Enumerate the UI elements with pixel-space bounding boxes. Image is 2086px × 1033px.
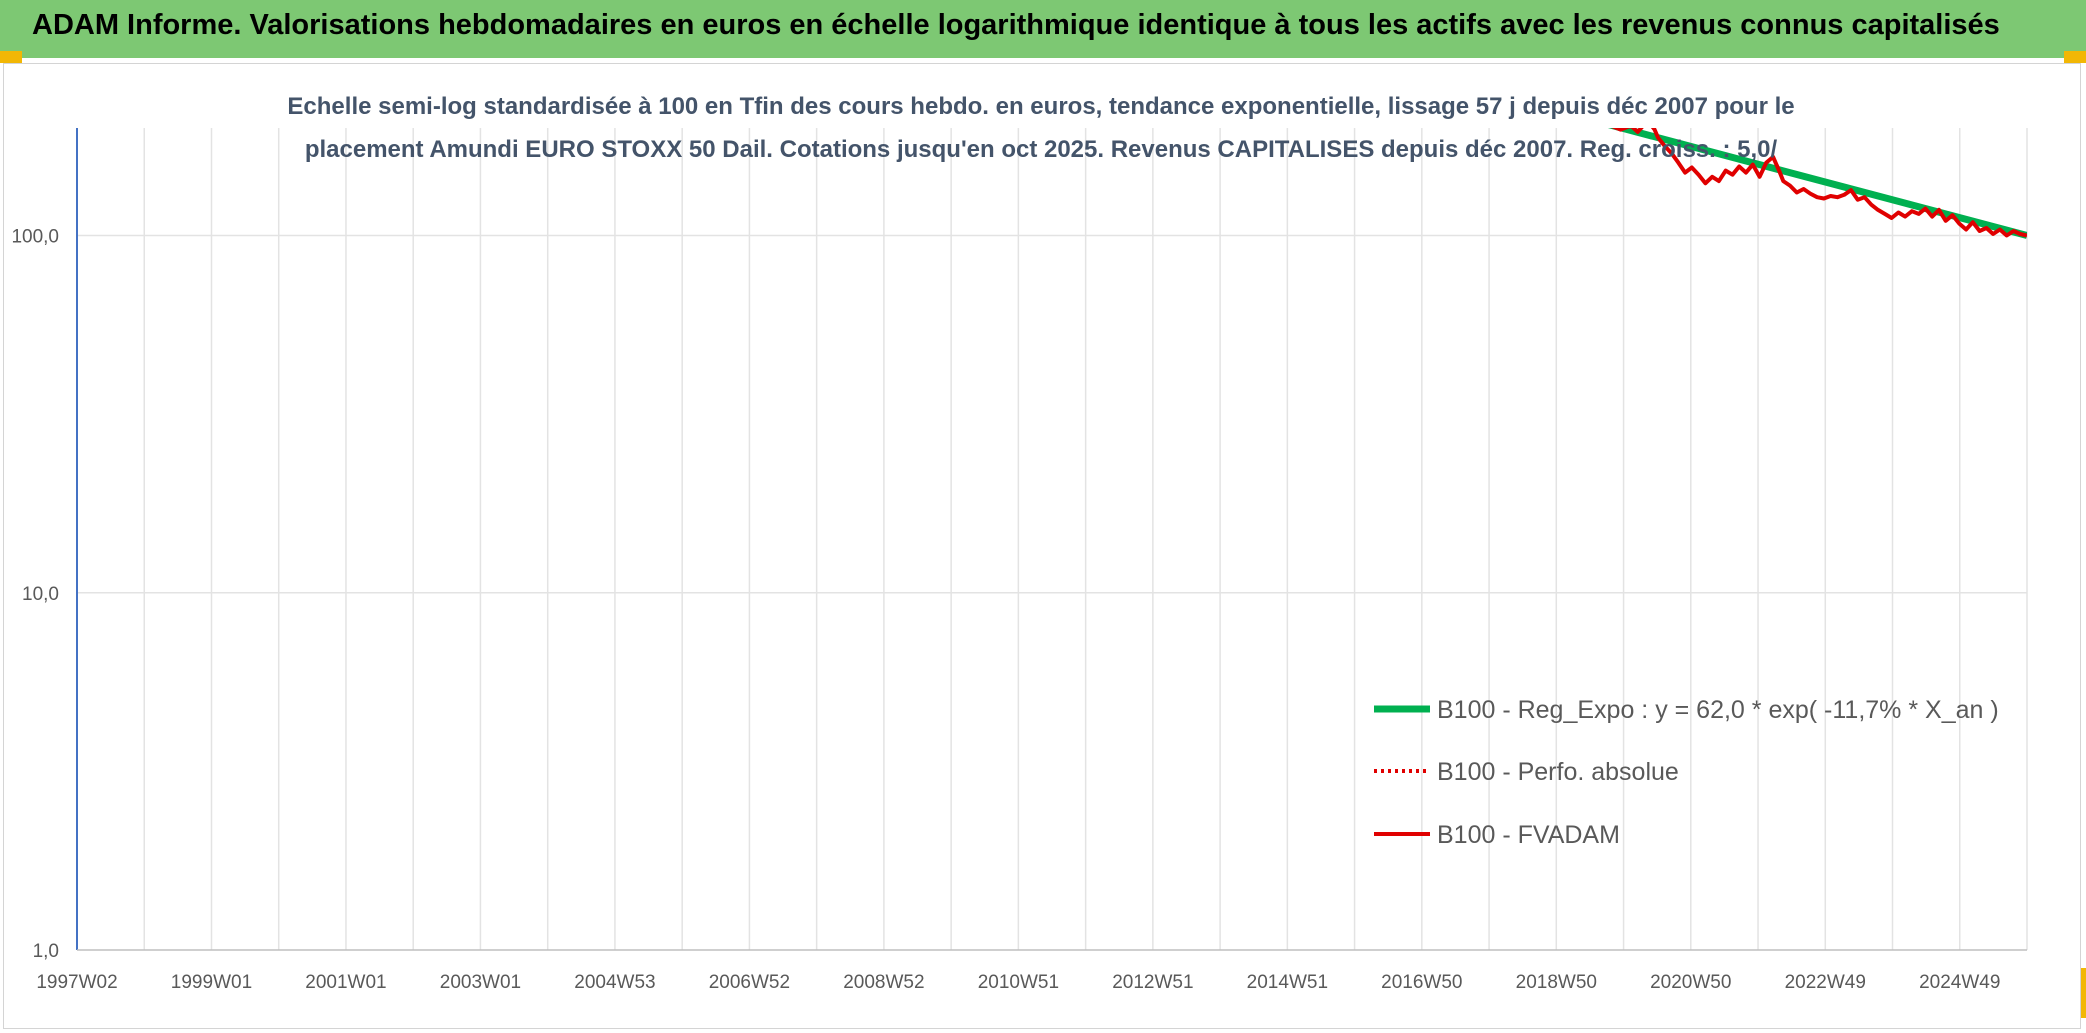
subtitle-line-2: placement Amundi EURO STOXX 50 Dail. Cot… <box>305 136 1778 163</box>
series-line-2 <box>1611 128 2027 238</box>
x-tick-label: 2001W01 <box>305 972 386 993</box>
x-tick-label: 2003W01 <box>440 972 521 993</box>
y-tick-labels: 1,0 10,0 100,0 <box>11 227 59 962</box>
x-tick-label: 2016W50 <box>1381 972 1462 993</box>
chart-frame <box>3 63 2081 1029</box>
y-tick-label: 10,0 <box>22 584 59 605</box>
x-tick-label: 2020W50 <box>1650 972 1731 993</box>
chart-subtitle: Echelle semi-log standardisée à 100 en T… <box>287 93 1794 163</box>
x-tick-label: 1997W02 <box>36 972 117 993</box>
y-tick-label: 100,0 <box>11 227 59 248</box>
x-tick-label: 2008W52 <box>843 972 924 993</box>
report-title: ADAM Informe. Valorisations hebdomadaire… <box>32 9 2000 41</box>
corner-accent-top-right <box>2064 51 2086 63</box>
legend-label: B100 - Reg_Expo : y = 62,0 * exp( -11,7%… <box>1437 696 1999 724</box>
x-tick-label: 1999W01 <box>171 972 252 993</box>
report-header-bar: ADAM Informe. Valorisations hebdomadaire… <box>0 0 2086 58</box>
x-tick-label: 2022W49 <box>1785 972 1866 993</box>
y-tick-label: 1,0 <box>33 941 59 962</box>
grid-lines <box>77 128 2028 950</box>
series-layer <box>1607 128 2027 239</box>
corner-accent-bottom-right <box>2080 968 2086 1018</box>
corner-accent-top-left <box>0 51 22 63</box>
legend: B100 - Reg_Expo : y = 62,0 * exp( -11,7%… <box>1374 696 1999 849</box>
x-tick-label: 2018W50 <box>1516 972 1597 993</box>
x-tick-label: 2012W51 <box>1112 972 1193 993</box>
x-tick-label: 2014W51 <box>1247 972 1328 993</box>
series-line-0 <box>1607 128 2027 239</box>
legend-label: B100 - Perfo. absolue <box>1437 758 1679 786</box>
x-tick-label: 2010W51 <box>978 972 1059 993</box>
subtitle-line-1: Echelle semi-log standardisée à 100 en T… <box>287 93 1794 120</box>
x-tick-label: 2006W52 <box>709 972 790 993</box>
x-tick-label: 2004W53 <box>574 972 655 993</box>
x-tick-label: 2024W49 <box>1919 972 2000 993</box>
x-tick-labels: 1997W02 1999W01 2001W01 2003W01 2004W53 2006W… <box>36 972 2000 993</box>
legend-label: B100 - FVADAM <box>1437 821 1620 849</box>
